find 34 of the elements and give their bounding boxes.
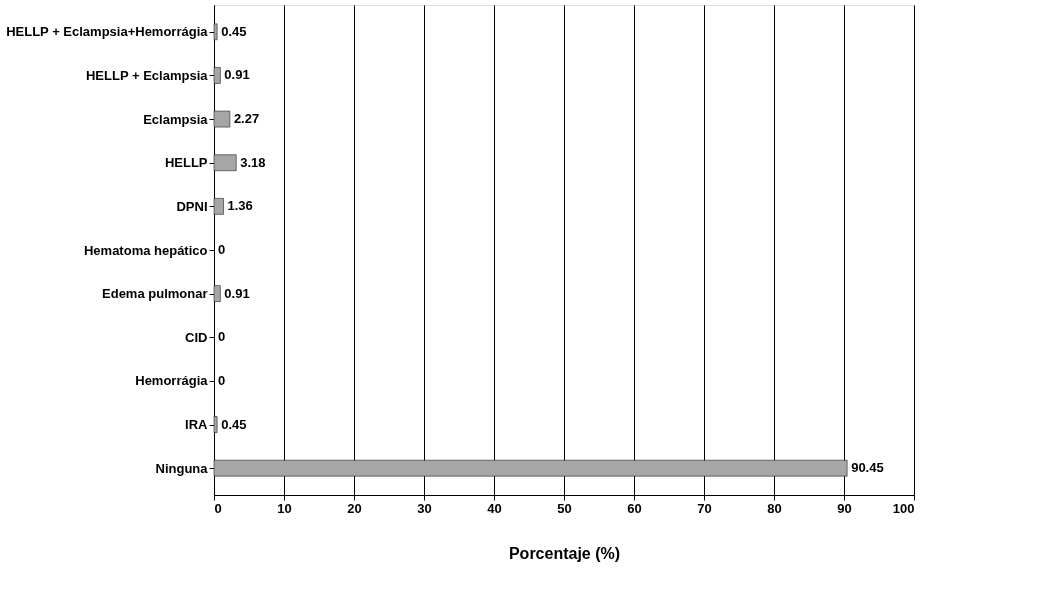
y-tick-label: DPNI bbox=[176, 198, 208, 214]
data-label: 0.91 bbox=[224, 285, 250, 301]
x-tick-label: 50 bbox=[557, 500, 572, 516]
x-tick-label: 100 bbox=[892, 500, 915, 516]
data-label: 0 bbox=[218, 372, 226, 388]
x-tick-label: 20 bbox=[347, 500, 362, 516]
x-tick-label: 60 bbox=[627, 500, 642, 516]
x-tick-label: 70 bbox=[697, 500, 712, 516]
x-tick-label: 80 bbox=[767, 500, 782, 516]
data-label: 2.27 bbox=[233, 111, 260, 127]
y-tick-label: IRA bbox=[185, 417, 209, 433]
y-tick-label: Hematoma hepático bbox=[83, 242, 208, 258]
x-axis-title: Porcentaje (%) bbox=[508, 544, 621, 562]
data-label: 1.36 bbox=[227, 198, 253, 214]
data-label: 0.45 bbox=[221, 23, 247, 39]
data-label: 0 bbox=[218, 329, 226, 345]
data-label: 0.91 bbox=[224, 67, 250, 83]
data-label: 0.45 bbox=[221, 416, 247, 432]
x-tick-label: 90 bbox=[837, 500, 852, 516]
x-tick-label: 10 bbox=[277, 500, 292, 516]
y-tick-label: CID bbox=[185, 329, 208, 345]
y-tick-label: Eclampsia bbox=[143, 111, 209, 127]
y-tick-label: Ninguna bbox=[155, 460, 209, 476]
y-tick-label: HELLP + Eclampsia bbox=[85, 67, 209, 83]
x-tick-label: 40 bbox=[487, 500, 502, 516]
data-label: 90.45 bbox=[851, 460, 884, 476]
x-tick-label: 0 bbox=[214, 500, 222, 516]
y-tick-label: HELLP bbox=[164, 155, 208, 171]
x-tick-label: 30 bbox=[417, 500, 432, 516]
y-tick-label: Edema pulmonar bbox=[102, 286, 208, 302]
y-tick-label: HELLP + Eclampsia+Hemorrágia bbox=[6, 24, 209, 40]
y-tick-label: Hemorrágia bbox=[135, 373, 209, 389]
data-label: 0 bbox=[218, 242, 226, 257]
data-label: 3.18 bbox=[240, 154, 266, 170]
